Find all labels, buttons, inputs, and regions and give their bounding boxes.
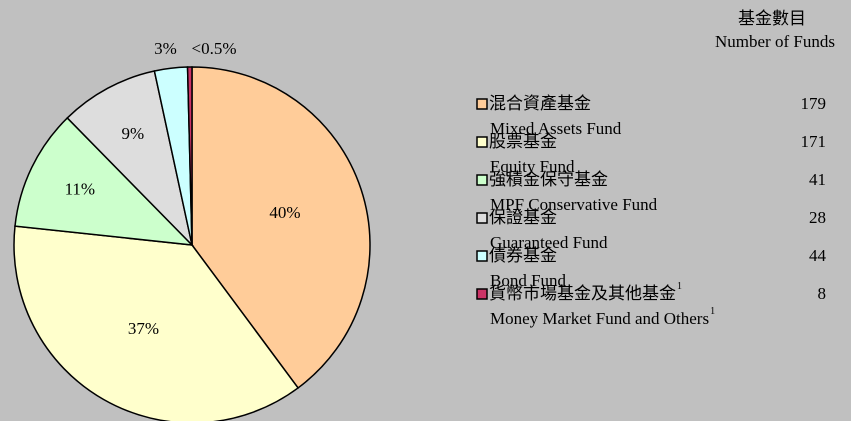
legend-swatch [476,136,488,148]
fund-count: 28 [809,208,826,227]
legend-label-zh: 強積金保守基金 [489,170,608,189]
legend-label-zh: 股票基金 [489,132,557,151]
legend-label-zh: 債券基金 [489,246,557,265]
legend-label-en: Mixed Assets Fund [490,119,622,138]
legend-title-en: Number of Funds [715,32,835,51]
data-label: 11% [65,180,96,199]
data-label: <0.5% [192,39,237,58]
fund-count: 179 [801,94,827,113]
footnote-mark: 1 [710,306,715,317]
pie-slice [13,225,300,421]
legend-label-en: Guaranteed Fund [490,233,608,252]
data-label: 9% [122,124,145,143]
pie-slice [14,116,195,246]
legend-swatch [476,174,488,186]
legend-swatch [476,98,488,110]
footnote-mark: 1 [677,281,682,292]
fund-count: 41 [809,170,826,189]
data-label: 3% [154,39,177,58]
legend-label-zh: 混合資產基金 [489,94,591,113]
fund-count: 44 [809,246,827,265]
data-label: 37% [128,319,159,338]
legend-swatch [476,212,488,224]
fund-count: 171 [801,132,827,151]
pie-slice [186,66,193,246]
fund-count: 8 [818,284,827,303]
pie-slice [191,66,371,389]
legend-swatch [476,288,488,300]
legend-label-en: Equity Fund [490,157,575,176]
legend-label-en: Bond Fund [490,271,567,290]
data-label: 40% [269,203,300,222]
legend-label-en: MPF Conservative Fund [490,195,658,214]
pie-slice [66,70,194,248]
legend-title-zh: 基金數目 [738,9,806,28]
legend-label-zh: 貨幣市場基金及其他基金 [489,284,676,303]
legend-label-en: Money Market Fund and Others [490,309,709,328]
legend-label-zh: 保證基金 [489,208,557,227]
legend-swatch [476,250,488,262]
